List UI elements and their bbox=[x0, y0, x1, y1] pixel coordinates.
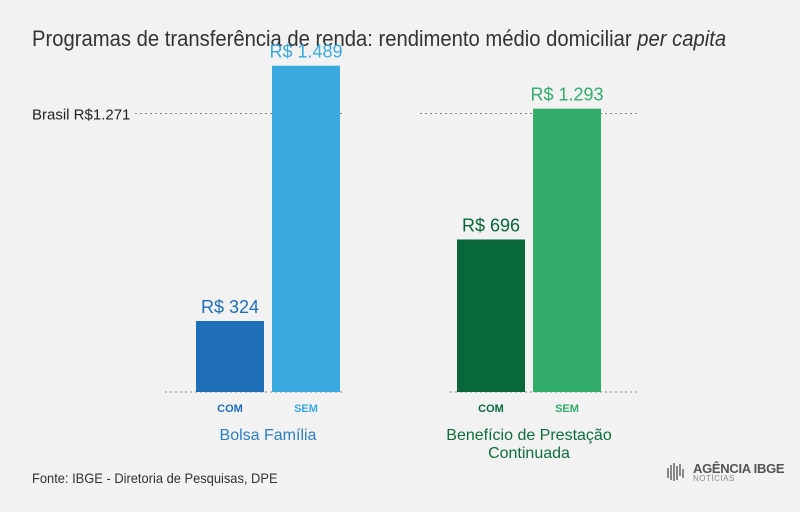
bar-category-label: COM bbox=[217, 403, 243, 415]
chart-title-emphasis: per capita bbox=[637, 26, 727, 51]
agency-logo: AGÊNCIA IBGE NOTÍCIAS bbox=[666, 460, 785, 483]
bar-category-label: SEM bbox=[555, 403, 579, 415]
bar-value-label: R$ 696 bbox=[462, 215, 520, 235]
bar-category-label: COM bbox=[478, 403, 504, 415]
bar-value-label: R$ 324 bbox=[201, 297, 259, 317]
bar-0-sem bbox=[272, 65, 340, 393]
bar-chart: Brasil R$1.271 R$ 324 COM R$ 1.489 SEM Bolsa … bbox=[32, 42, 640, 462]
logo-name: AGÊNCIA IBGE bbox=[693, 460, 785, 476]
bar-category-label: SEM bbox=[294, 403, 318, 415]
bar-0-com bbox=[196, 321, 264, 392]
bar-1-sem bbox=[533, 108, 601, 392]
chart-title-main: Programas de transferência de renda: ren… bbox=[32, 26, 638, 51]
reference-line-label: Brasil R$1.271 bbox=[32, 106, 130, 123]
source-note: Fonte: IBGE - Diretoria de Pesquisas, DP… bbox=[32, 470, 278, 486]
ibge-logo-icon bbox=[667, 463, 684, 481]
chart-title: Programas de transferência de renda: ren… bbox=[32, 26, 726, 52]
bar-1-com bbox=[457, 239, 525, 392]
bar-value-label: R$ 1.293 bbox=[530, 85, 603, 105]
group-label: Continuada bbox=[488, 445, 570, 462]
bar-value-label: R$ 1.489 bbox=[269, 42, 342, 62]
group-label: Benefício de Prestação bbox=[446, 427, 612, 444]
logo-subtitle: NOTÍCIAS bbox=[693, 473, 735, 483]
group-label: Bolsa Família bbox=[220, 427, 317, 444]
